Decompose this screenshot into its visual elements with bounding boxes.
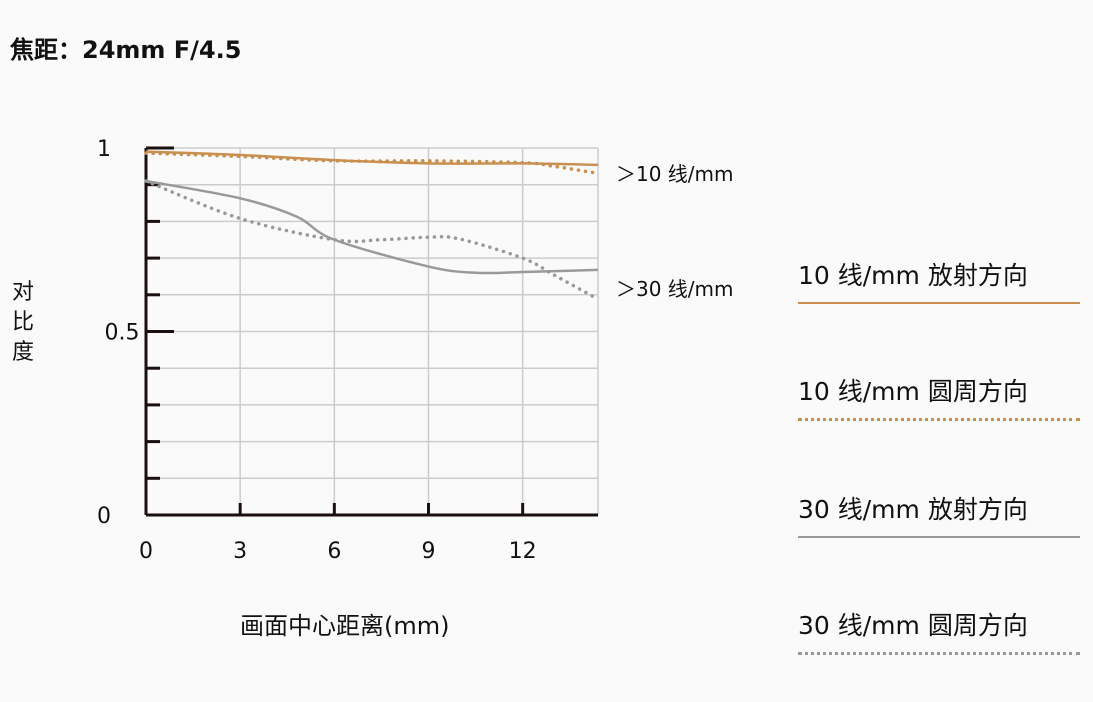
legend-label: 30 线/mm 放射方向 [798,495,1028,524]
legend-item: 10 线/mm 圆周方向 [798,372,1080,421]
legend-swatch [798,302,1080,304]
legend-label: 30 线/mm 圆周方向 [798,611,1028,640]
legend-swatch [798,652,1080,655]
legend-swatch [798,418,1080,421]
x-axis-label: 画面中心距离(mm) [240,612,450,640]
legend-item: 10 线/mm 放射方向 [798,256,1080,304]
y-tick-label: 1 [97,137,111,162]
x-tick-label: 6 [327,539,341,564]
y-axis-label: 对比度 [11,280,34,365]
chart-title: 焦距：24mm F/4.5 [10,36,242,64]
series-line [144,151,600,176]
x-tick-label: 9 [422,539,436,564]
legend-swatch [798,536,1080,538]
y-tick-label: 0 [97,504,111,529]
series-line [145,150,599,167]
legend-item: 30 线/mm 放射方向 [798,490,1080,538]
x-tick-label: 3 [233,539,247,564]
annotation-30lp: ＞30 线/mm [616,277,734,301]
x-tick-label: 0 [139,539,153,564]
y-tick-label: 0.5 [105,321,140,346]
annotation-10lp: ＞10 线/mm [616,162,734,186]
legend-label: 10 线/mm 圆周方向 [798,377,1028,406]
legend-item: 30 线/mm 圆周方向 [798,606,1080,655]
x-tick-label: 12 [509,539,537,564]
legend-label: 10 线/mm 放射方向 [798,261,1028,290]
series-line [145,179,599,275]
series-line [144,179,600,301]
